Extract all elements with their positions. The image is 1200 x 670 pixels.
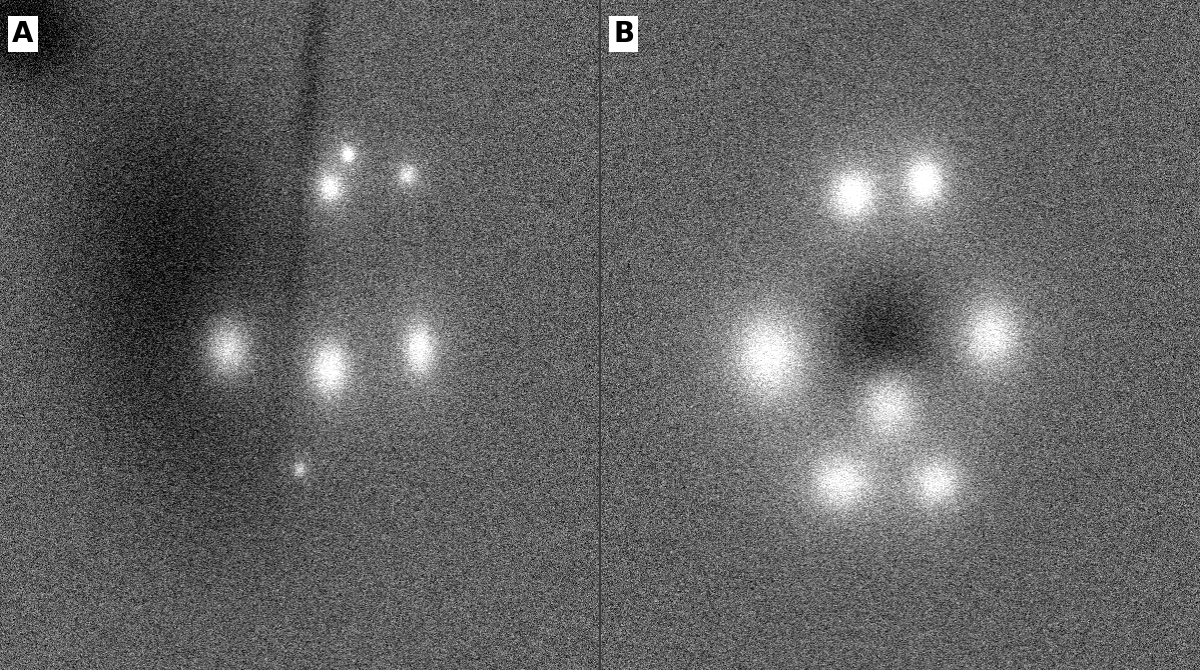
Text: A: A <box>12 20 34 48</box>
Text: B: B <box>613 20 635 48</box>
